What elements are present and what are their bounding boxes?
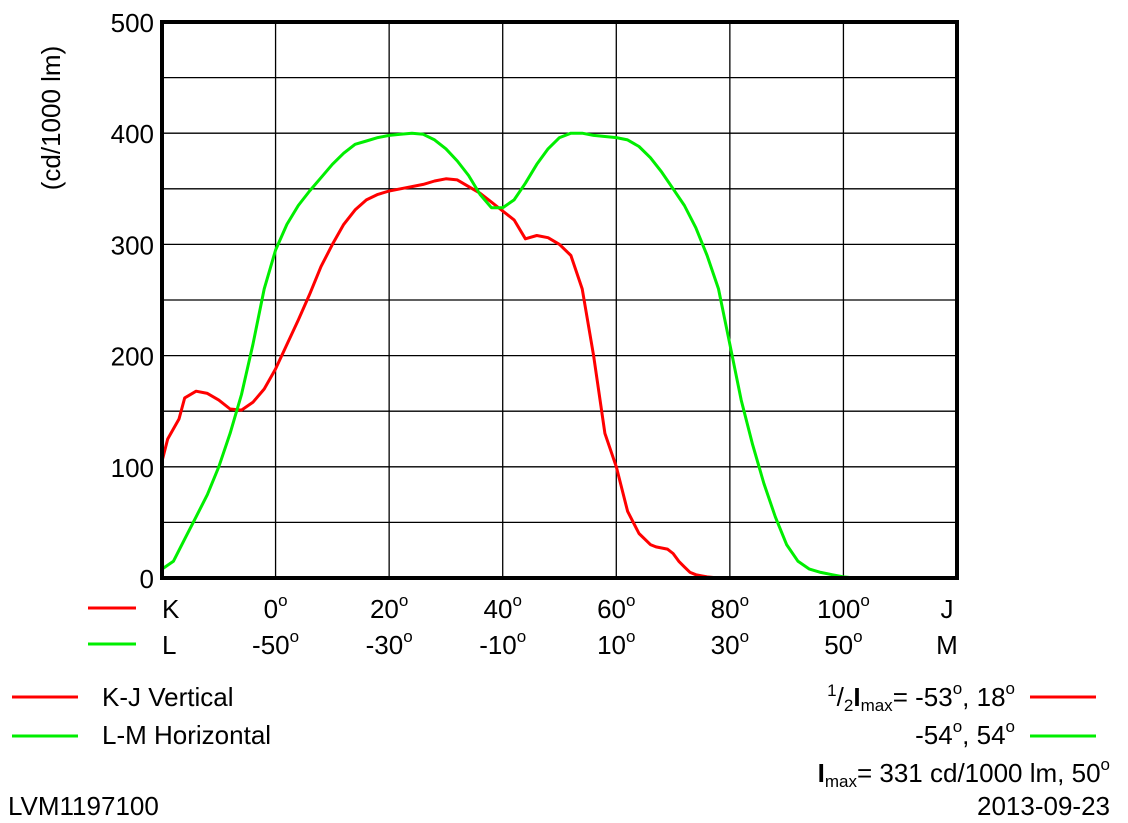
y-tick-labels: 0 100 200 300 400 500: [111, 8, 154, 594]
x-axis-end-left: L: [162, 630, 176, 660]
half-row1-value-b: , 18: [962, 682, 1005, 712]
half-intensity-row2: -54o, 54o: [915, 717, 1015, 750]
y-tick-label: 0: [140, 564, 154, 594]
x-tick-label: 20o: [370, 591, 408, 624]
chart-grid: [162, 22, 957, 578]
x-tick-label: 80o: [711, 591, 749, 624]
y-tick-label: 400: [111, 119, 154, 149]
x-tick-label: 60o: [597, 591, 635, 624]
x-tick-label: -30o: [366, 627, 413, 660]
half-row2-value-b: , 54: [962, 720, 1005, 750]
legend-label-vertical: K-J Vertical: [102, 682, 234, 712]
y-tick-label: 500: [111, 8, 154, 38]
series-line-2: [161, 131, 957, 580]
plot-frame: [160, 20, 959, 580]
product-id: LVM1197100: [8, 791, 159, 821]
x-tick-label: 0o: [264, 591, 288, 624]
x-tick-label: 40o: [484, 591, 522, 624]
y-axis-label: (cd/1000 lm): [36, 46, 66, 191]
half-row2-value-a: -54: [915, 720, 953, 750]
y-tick-label: 200: [111, 342, 154, 372]
half-frac-den: 2: [844, 696, 853, 715]
x-tick-label: 100o: [817, 591, 870, 624]
half-frac-num: 1: [827, 681, 836, 700]
half-i-sub: max: [861, 696, 894, 715]
series-line-1: [160, 177, 957, 580]
imax-text: Imax= 331 cd/1000 lm, 50o: [818, 755, 1110, 791]
x-axis-end-right: J: [941, 594, 954, 624]
half-row1-value-a: = -53: [893, 682, 953, 712]
date-stamp: 2013-09-23: [977, 791, 1110, 821]
legend-label-horizontal: L-M Horizontal: [102, 720, 271, 750]
half-intensity-row1: 1/2Imax= -53o, 18o: [827, 679, 1015, 715]
x-tick-label: 30o: [711, 627, 749, 660]
x-tick-label: 10o: [597, 627, 635, 660]
chart-series: [160, 131, 957, 580]
y-tick-label: 300: [111, 230, 154, 260]
x-tick-label: -10o: [479, 627, 526, 660]
x-axis-end-right: M: [936, 630, 958, 660]
x-axes: K J 0o 20o 40o 60o 80o 100o L M -50o -30o -10o 10o 30o…: [88, 591, 958, 660]
x-tick-label: 50o: [824, 627, 862, 660]
x-tick-label: -50o: [252, 627, 299, 660]
x-axis-end-left: K: [162, 594, 180, 624]
y-tick-label: 100: [111, 453, 154, 483]
imax-value: = 331 cd/1000 lm, 50: [857, 758, 1101, 788]
half-i-label: I: [853, 682, 860, 712]
